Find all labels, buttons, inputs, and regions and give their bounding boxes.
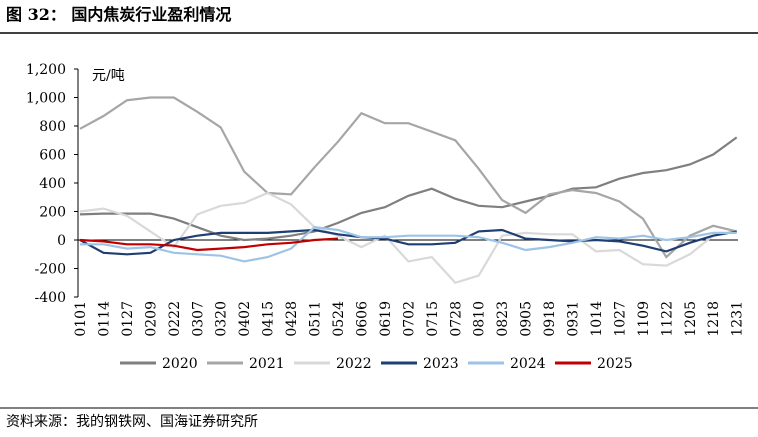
x-tick-label: 0905 [519,301,535,337]
x-tick-label: 0810 [472,301,488,337]
x-tick-label: 1014 [589,301,605,337]
series-line [79,191,737,285]
legend-label: 2025 [597,356,633,372]
legend-label: 2023 [423,356,459,372]
x-tick-label: 0823 [495,301,511,337]
chart-title: 图 32： 国内焦炭行业盈利情况 [6,5,231,24]
x-tick-label: 0428 [284,301,300,337]
x-tick-label: 0114 [96,301,112,337]
x-tick-label: 0728 [448,301,464,337]
x-tick-label: 1231 [730,301,746,337]
y-tick-label: 200 [39,205,66,221]
legend-label: 2021 [249,356,285,372]
x-tick-label: 1122 [659,301,675,337]
y-tick-label: 600 [39,148,66,164]
x-tick-label: 0222 [167,301,183,337]
series-line [79,228,737,256]
x-tick-label: 0702 [401,301,417,337]
x-tick-label: 0931 [566,301,582,337]
x-tick-label: 1205 [683,301,699,337]
legend-label: 2020 [162,356,198,372]
series-line [80,226,737,263]
x-tick-label: 0415 [261,301,277,337]
source: 资料来源：我的钢铁网、国海证券研究所 [6,414,258,430]
y-tick-label: 1,000 [26,91,66,107]
x-tick-label: 0127 [120,301,136,337]
x-tick-label: 0307 [190,301,206,337]
y-tick-label: 0 [57,233,66,249]
y-tick-label: 800 [39,119,66,135]
y-tick-label: 400 [39,176,66,192]
x-tick-label: 1218 [706,301,722,337]
x-tick-label: 0715 [425,301,441,337]
series-line [79,237,339,252]
legend-label: 2024 [510,356,546,372]
x-tick-label: 0101 [73,301,89,337]
x-tick-label: 0918 [542,301,558,337]
series-line [79,96,737,259]
y-tick-label: 1,200 [26,62,66,78]
series-line [79,136,738,242]
legend-label: 2022 [336,356,372,372]
x-tick-label: 0606 [354,301,370,337]
x-tick-label: 0209 [143,301,159,337]
y-tick-label: -400 [35,290,66,306]
x-tick-label: 0320 [214,301,230,337]
x-tick-label: 0511 [308,301,324,337]
y-tick-label: -200 [35,262,66,278]
unit-label: 元/吨 [92,68,125,84]
x-tick-label: 0619 [378,301,394,337]
x-tick-label: 0524 [331,301,347,337]
x-tick-label: 0402 [237,301,253,337]
x-tick-label: 1109 [636,301,652,337]
x-tick-label: 1027 [612,301,628,337]
